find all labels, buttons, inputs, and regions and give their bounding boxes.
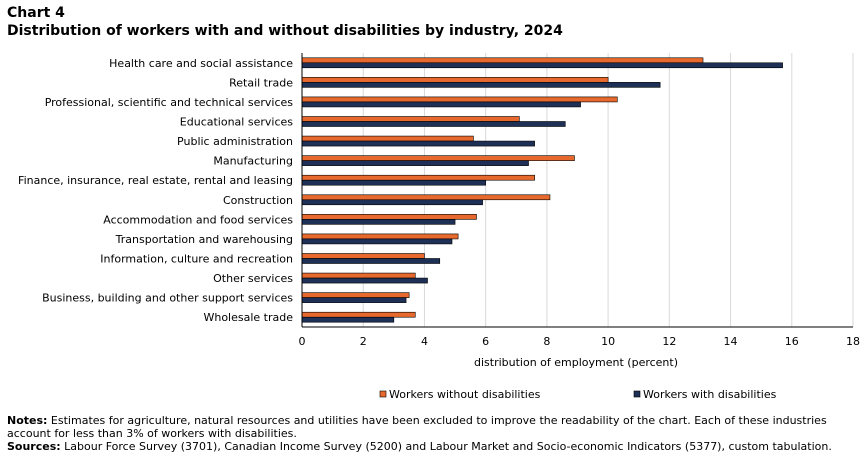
bar-without-disabilities — [301, 155, 575, 161]
category-label: Public administration — [177, 135, 293, 148]
category-label: Retail trade — [229, 76, 293, 89]
bar-without-disabilities — [301, 311, 416, 318]
bar-without-disabilities — [301, 214, 477, 220]
x-tick-label: 16 — [785, 335, 799, 348]
bar-without-disabilities — [301, 57, 704, 64]
bar-without-disabilities — [301, 292, 410, 298]
bar-without-disabilities — [301, 116, 520, 122]
bar-with-disabilities — [301, 179, 486, 186]
x-tick-label: 4 — [421, 335, 428, 348]
x-tick-label: 14 — [724, 335, 738, 348]
category-label: Wholesale trade — [203, 311, 293, 324]
sources-text: Labour Force Survey (3701), Canadian Inc… — [60, 440, 832, 453]
bar-with-disabilities — [301, 238, 453, 245]
category-label: Business, building and other support ser… — [42, 292, 293, 305]
bar-without-disabilities — [301, 174, 535, 181]
x-tick-label: 0 — [299, 335, 306, 348]
bar-chart: Health care and social assistance Retail … — [18, 53, 860, 401]
bar-with-disabilities — [301, 62, 783, 69]
x-tick-label: 6 — [482, 335, 489, 348]
legend-label-without: Workers without disabilities — [389, 388, 541, 401]
bar-without-disabilities — [301, 77, 609, 83]
x-tick-label: 10 — [601, 335, 615, 348]
notes-text: Estimates for agriculture, natural resou… — [7, 414, 827, 440]
chart-label: Chart 4 — [7, 5, 65, 21]
bar-without-disabilities — [301, 253, 425, 259]
legend-label-with: Workers with disabilities — [643, 388, 777, 401]
bar-with-disabilities — [301, 140, 535, 147]
bar-with-disabilities — [301, 82, 661, 88]
footnotes: Notes: Estimates for agriculture, natura… — [7, 414, 862, 453]
bar-with-disabilities — [301, 199, 483, 206]
category-label: Health care and social assistance — [109, 57, 293, 70]
category-label: Educational services — [180, 116, 293, 129]
category-label: Construction — [223, 194, 293, 207]
bar-with-disabilities — [301, 316, 395, 323]
x-tick-label: 12 — [662, 335, 676, 348]
sources-label: Sources: — [7, 440, 61, 453]
bar-with-disabilities — [301, 121, 566, 127]
bar-without-disabilities — [301, 272, 416, 279]
x-axis-title: distribution of employment (percent) — [474, 356, 678, 369]
sources: Sources: Labour Force Survey (3701), Can… — [7, 440, 862, 453]
x-tick-label: 18 — [846, 335, 860, 348]
legend-swatch-without — [379, 390, 387, 398]
bar-without-disabilities — [301, 135, 474, 142]
x-tick-label: 8 — [543, 335, 550, 348]
bar-with-disabilities — [301, 277, 428, 284]
category-label: Other services — [213, 272, 293, 285]
bar-without-disabilities — [301, 194, 551, 201]
bar-without-disabilities — [301, 96, 618, 103]
chart-title: Distribution of workers with and without… — [7, 23, 563, 39]
bar-with-disabilities — [301, 258, 441, 264]
x-tick-label: 2 — [360, 335, 367, 348]
bar-with-disabilities — [301, 101, 581, 108]
category-label: Accommodation and food services — [103, 213, 293, 226]
category-label: Manufacturing — [213, 155, 293, 168]
bar-with-disabilities — [301, 219, 456, 225]
category-label: Professional, scientific and technical s… — [45, 96, 294, 109]
category-label: Transportation and warehousing — [115, 233, 293, 246]
bar-with-disabilities — [301, 160, 529, 166]
notes-label: Notes: — [7, 414, 48, 427]
category-label: Finance, insurance, real estate, rental … — [18, 174, 293, 187]
bar-with-disabilities — [301, 297, 407, 303]
bar-without-disabilities — [301, 233, 459, 240]
category-label: Information, culture and recreation — [100, 253, 293, 266]
legend-swatch-with — [633, 390, 641, 398]
notes: Notes: Estimates for agriculture, natura… — [7, 414, 862, 440]
